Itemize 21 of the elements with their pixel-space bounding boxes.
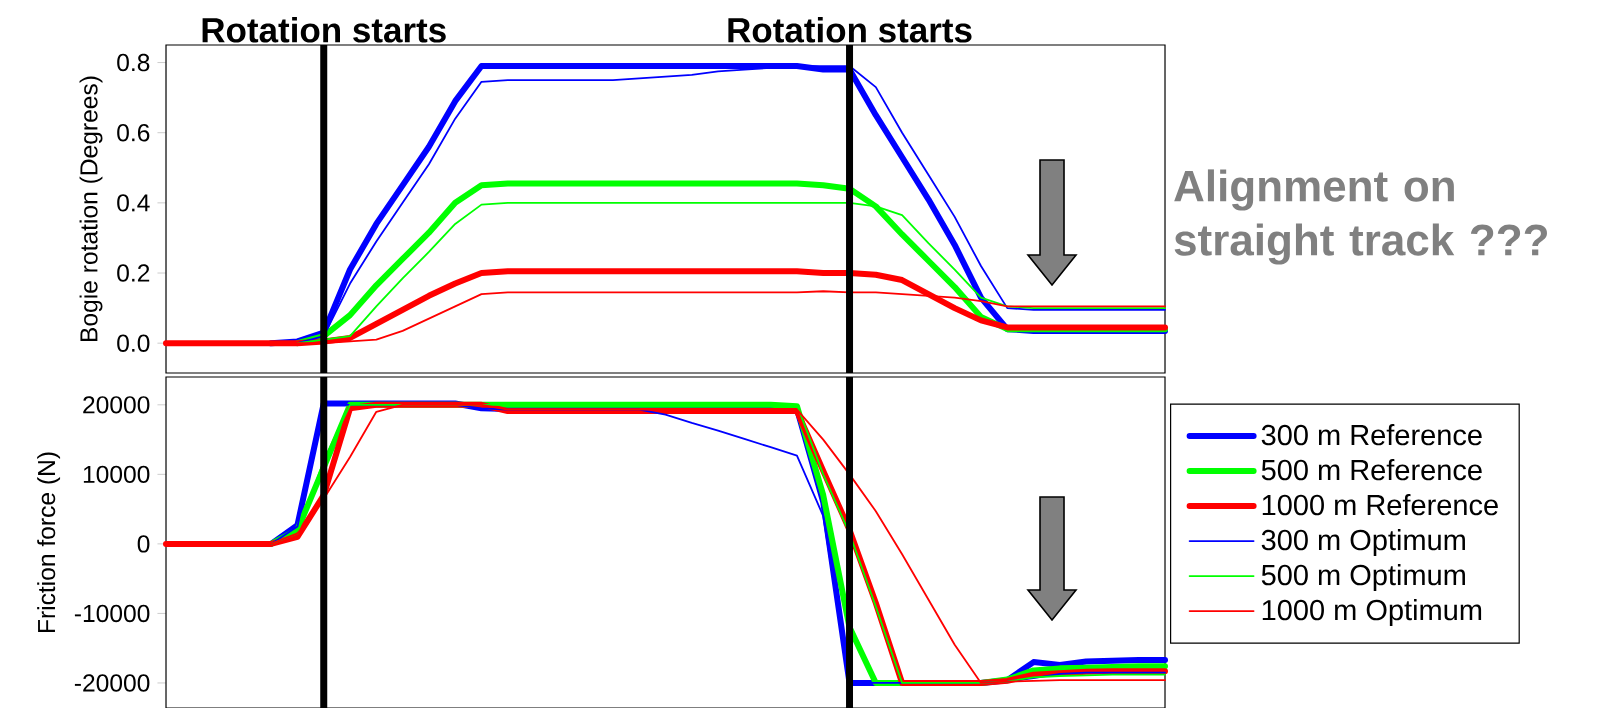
y-axis-title: Friction force (N) <box>37 452 61 633</box>
text: Alignment on straight track ??? <box>1174 169 1547 265</box>
legend-label: 500 m Reference <box>1261 459 1482 481</box>
y-tick-label: 0.6 <box>117 124 150 142</box>
y-tick-label: 0.4 <box>117 194 150 212</box>
y-tick-label: 0.0 <box>117 334 150 352</box>
y-tick-label: 0.2 <box>117 264 150 282</box>
legend-label: 300 m Optimum <box>1261 529 1465 557</box>
y-tick-label: 20000 <box>83 396 150 414</box>
text: Rotation starts <box>728 16 972 43</box>
y-tick-label: 10000 <box>83 465 150 484</box>
legend-label: 1000 m Reference <box>1262 494 1498 516</box>
y-tick-label: -10000 <box>74 604 150 623</box>
y-tick-label: 0.8 <box>117 53 150 72</box>
y-axis-title: Bogie rotation (Degrees) <box>79 76 103 341</box>
legend-label: 300 m Reference <box>1261 424 1482 446</box>
y-tick-label: -20000 <box>74 674 150 692</box>
text: Rotation starts <box>202 16 446 43</box>
legend-label: 500 m Optimum <box>1261 564 1465 592</box>
legend-label: 1000 m Optimum <box>1262 599 1482 627</box>
y-tick-label: 0 <box>137 535 150 553</box>
